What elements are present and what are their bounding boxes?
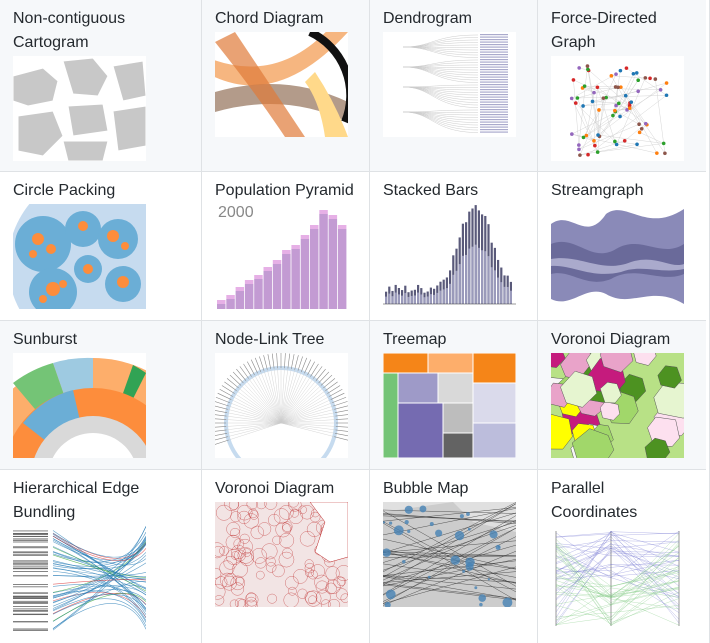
example-title[interactable]: Circle Packing bbox=[13, 182, 116, 199]
chord-thumbnail[interactable] bbox=[215, 32, 348, 137]
cartogram-thumbnail[interactable] bbox=[13, 56, 146, 161]
voronoi-thumbnail[interactable] bbox=[551, 353, 684, 458]
example-title[interactable]: Population Pyramid bbox=[215, 182, 354, 199]
example-bubble-map[interactable]: Bubble Map bbox=[370, 470, 538, 643]
example-voronoi-diagram[interactable]: Voronoi Diagram bbox=[538, 321, 706, 470]
example-title[interactable]: Stacked Bars bbox=[383, 182, 479, 199]
example-non-contiguous-cartogram[interactable]: Non-contiguous Cartogram bbox=[0, 0, 202, 172]
example-circle-packing[interactable]: Circle Packing bbox=[0, 172, 202, 321]
example-title[interactable]: Treemap bbox=[383, 331, 447, 348]
bundling-thumbnail[interactable] bbox=[13, 526, 146, 631]
voronoi-map-thumbnail[interactable] bbox=[215, 502, 348, 607]
year-label: 2000 bbox=[218, 204, 254, 221]
bubble-thumbnail[interactable] bbox=[383, 502, 516, 607]
example-title[interactable]: Dendrogram bbox=[383, 10, 472, 27]
example-title[interactable]: Node-Link Tree bbox=[215, 331, 325, 348]
example-population-pyramid[interactable]: Population Pyramid 2000 bbox=[202, 172, 370, 321]
tree-thumbnail[interactable] bbox=[215, 353, 348, 458]
example-title[interactable]: Sunburst bbox=[13, 331, 78, 348]
example-title[interactable]: Chord Diagram bbox=[215, 10, 324, 27]
example-title[interactable]: Bubble Map bbox=[383, 480, 469, 497]
example-treemap[interactable]: Treemap bbox=[370, 321, 538, 470]
example-hierarchical-edge-bundling[interactable]: Hierarchical Edge Bundling bbox=[0, 470, 202, 643]
example-streamgraph[interactable]: Streamgraph bbox=[538, 172, 706, 321]
parallel-thumbnail[interactable] bbox=[551, 526, 684, 631]
example-title[interactable]: Voronoi Diagram bbox=[551, 331, 671, 348]
example-dendrogram[interactable]: Dendrogram bbox=[370, 0, 538, 172]
example-chord-diagram[interactable]: Chord Diagram bbox=[202, 0, 370, 172]
pyramid-thumbnail[interactable]: 2000 bbox=[215, 204, 348, 309]
example-stacked-bars[interactable]: Stacked Bars bbox=[370, 172, 538, 321]
dendrogram-thumbnail[interactable] bbox=[383, 32, 516, 137]
example-title[interactable]: Force-Directed Graph bbox=[551, 10, 657, 51]
pack-thumbnail[interactable] bbox=[13, 204, 146, 309]
example-force-directed-graph[interactable]: Force-Directed Graph bbox=[538, 0, 706, 172]
sunburst-thumbnail[interactable] bbox=[13, 353, 146, 458]
example-title[interactable]: Parallel Coordinates bbox=[551, 480, 638, 521]
example-title[interactable]: Streamgraph bbox=[551, 182, 644, 199]
example-title[interactable]: Non-contiguous Cartogram bbox=[13, 10, 126, 51]
example-voronoi-map[interactable]: Voronoi Diagram bbox=[202, 470, 370, 643]
stream-thumbnail[interactable] bbox=[551, 204, 684, 309]
example-title[interactable]: Voronoi Diagram bbox=[215, 480, 335, 497]
force-thumbnail[interactable] bbox=[551, 56, 684, 161]
example-node-link-tree[interactable]: Node-Link Tree bbox=[202, 321, 370, 470]
stacked-thumbnail[interactable] bbox=[383, 204, 516, 309]
example-title[interactable]: Hierarchical Edge Bundling bbox=[13, 480, 140, 521]
example-parallel-coordinates[interactable]: Parallel Coordinates bbox=[538, 470, 706, 643]
example-sunburst[interactable]: Sunburst bbox=[0, 321, 202, 470]
treemap-thumbnail[interactable] bbox=[383, 353, 516, 458]
